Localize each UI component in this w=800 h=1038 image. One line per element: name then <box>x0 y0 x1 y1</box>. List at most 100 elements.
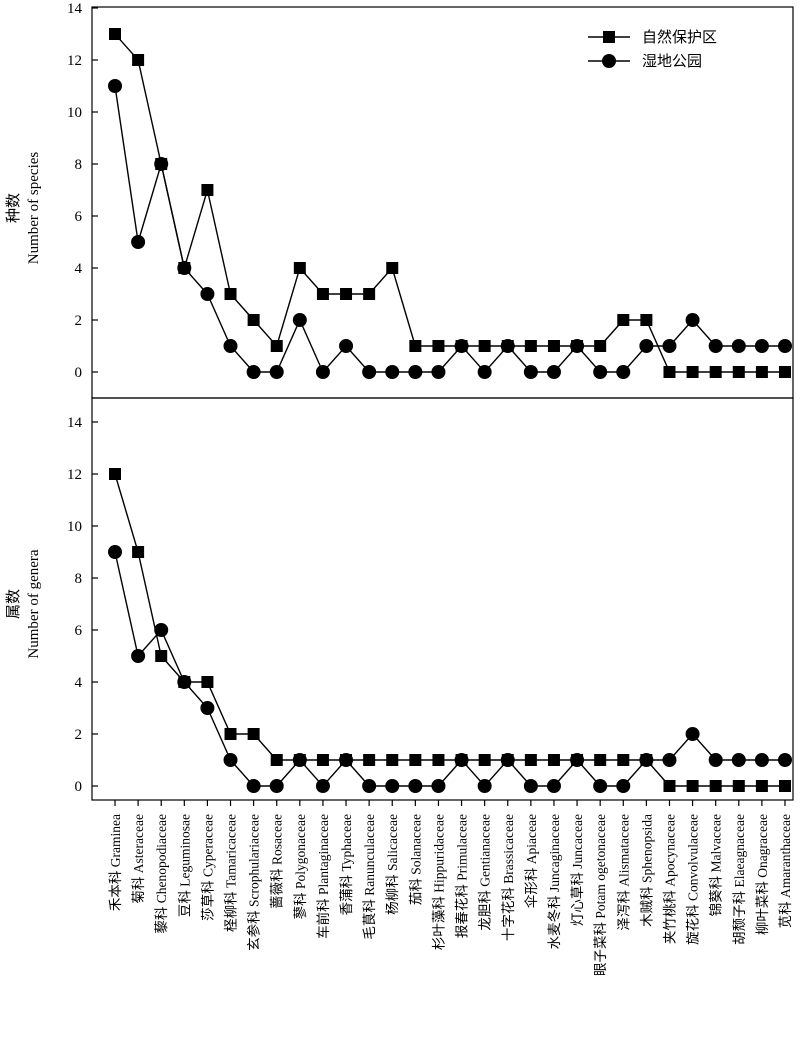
series-lines <box>114 33 785 374</box>
data-point-wetland-park <box>362 365 377 379</box>
category-label: 柽柳科 Tamaricaceae <box>224 814 239 932</box>
y-axis-label-en: Number of genera <box>26 549 42 658</box>
y-tick-label: 6 <box>75 209 83 225</box>
data-point-nature-reserve <box>132 546 145 558</box>
data-point-nature-reserve <box>547 340 560 352</box>
data-point-nature-reserve <box>270 754 283 766</box>
category-label: 车前科 Plantaginaceae <box>315 814 331 939</box>
category-label: 眼子菜科 Potam ogetonaceae <box>593 814 608 976</box>
data-point-nature-reserve <box>594 754 607 766</box>
y-tick-label: 8 <box>75 571 83 587</box>
data-point-wetland-park <box>662 339 677 353</box>
category-label: 蔷薇科 Rosaceae <box>270 814 285 909</box>
x-axis-categories: 禾本科 Graminea 菊科 Asteraceae 藜科 Chenopodiace… <box>108 800 793 976</box>
y-axis: 0 2 4 6 8 10 12 14 <box>67 415 98 795</box>
category-label: 胡颓子科 Elaeagnaceae <box>732 814 747 945</box>
data-point-wetland-park <box>570 339 585 353</box>
y-tick-label: 14 <box>67 415 83 431</box>
data-point-wetland-park <box>708 339 723 353</box>
data-point-nature-reserve <box>109 28 121 40</box>
category-label: 水麦冬科 Juncaginaceae <box>547 814 562 949</box>
y-tick-label: 14 <box>67 1 83 17</box>
category-label: 菊科 Asteraceae <box>131 814 146 904</box>
series-lines <box>114 473 785 788</box>
data-point-wetland-park <box>362 779 377 793</box>
data-point-nature-reserve <box>224 728 237 740</box>
category-label: 锦葵科 Malvaceae <box>709 814 724 916</box>
y-axis-label-cn: 属数 <box>5 589 22 619</box>
data-point-wetland-park <box>778 339 792 353</box>
data-point-wetland-park <box>431 779 446 793</box>
data-point-wetland-park <box>477 365 492 379</box>
data-point-wetland-park <box>315 365 330 379</box>
data-point-nature-reserve <box>594 340 607 352</box>
data-point-nature-reserve <box>617 754 630 766</box>
data-point-wetland-park <box>454 753 469 767</box>
data-point-wetland-park <box>546 365 561 379</box>
data-point-wetland-park <box>315 779 330 793</box>
data-point-wetland-park <box>500 339 515 353</box>
data-point-nature-reserve <box>363 754 376 766</box>
data-point-nature-reserve <box>755 780 768 792</box>
series-line-nature-reserve <box>114 473 785 787</box>
data-point-wetland-park <box>292 753 307 767</box>
category-label: 旋花科 Convolvulaceae <box>686 814 701 945</box>
data-point-wetland-park <box>200 701 215 715</box>
data-point-nature-reserve <box>432 754 445 766</box>
y-tick-label: 8 <box>75 157 83 173</box>
data-point-nature-reserve <box>132 54 145 66</box>
data-point-wetland-park <box>616 365 631 379</box>
data-point-nature-reserve <box>755 366 768 378</box>
data-point-nature-reserve <box>270 340 283 352</box>
data-point-nature-reserve <box>224 288 237 300</box>
data-point-wetland-park <box>754 753 769 767</box>
y-tick-label: 12 <box>67 467 82 483</box>
data-point-wetland-park <box>292 313 307 327</box>
y-axis-label-en: Number of species <box>26 152 42 265</box>
data-point-wetland-park <box>731 339 746 353</box>
data-point-nature-reserve <box>201 184 214 196</box>
data-point-wetland-park <box>339 339 354 353</box>
data-point-wetland-park <box>546 779 561 793</box>
legend-circle-marker <box>602 54 616 68</box>
plot-frame <box>91 397 794 801</box>
data-point-wetland-park <box>385 365 400 379</box>
y-tick-label: 12 <box>67 53 82 69</box>
data-point-nature-reserve <box>686 366 699 378</box>
category-label: 杨柳科 Salicaceae <box>385 814 400 915</box>
category-label: 茄科 Solanaceae <box>407 814 423 905</box>
category-label: 莎草科 Cyperaceae <box>200 814 215 921</box>
data-point-nature-reserve <box>686 780 699 792</box>
series-line-nature-reserve <box>114 33 785 373</box>
data-point-wetland-park <box>431 365 446 379</box>
data-point-wetland-park <box>593 365 608 379</box>
data-point-nature-reserve <box>478 754 491 766</box>
data-point-wetland-park <box>339 753 354 767</box>
data-point-wetland-park <box>662 753 677 767</box>
legend-label-wetland-park: 湿地公园 <box>642 53 702 70</box>
legend-label-nature-reserve: 自然保护区 <box>642 29 717 46</box>
data-point-wetland-park <box>593 779 608 793</box>
data-point-nature-reserve <box>709 366 722 378</box>
category-label: 龙胆科 Gentianaceae <box>478 814 493 931</box>
data-point-wetland-park <box>269 779 284 793</box>
data-point-wetland-park <box>523 779 538 793</box>
data-point-nature-reserve <box>247 728 260 740</box>
series-line-wetland-park <box>114 551 785 788</box>
panel-genera: 0 2 4 6 8 10 12 14 属数 Number of genera <box>5 397 794 801</box>
category-label: 豆科 Leguminosae <box>177 814 192 917</box>
data-point-wetland-park <box>200 287 215 301</box>
category-label: 玄参科 Scrophulariaceae <box>246 814 262 951</box>
data-point-nature-reserve <box>547 754 560 766</box>
data-point-wetland-park <box>500 753 515 767</box>
data-point-wetland-park <box>570 753 585 767</box>
category-label: 灯心草科 Juncaceae <box>570 814 585 926</box>
data-point-nature-reserve <box>779 366 791 378</box>
data-point-nature-reserve <box>293 262 306 274</box>
category-label: 柳叶菜科 Onagraceae <box>755 814 770 935</box>
data-point-nature-reserve <box>640 314 653 326</box>
data-point-nature-reserve <box>524 754 537 766</box>
category-label: 蓼科 Polygonaceae <box>293 814 308 919</box>
category-label: 毛茛科 Ranunculaceae <box>362 814 377 940</box>
